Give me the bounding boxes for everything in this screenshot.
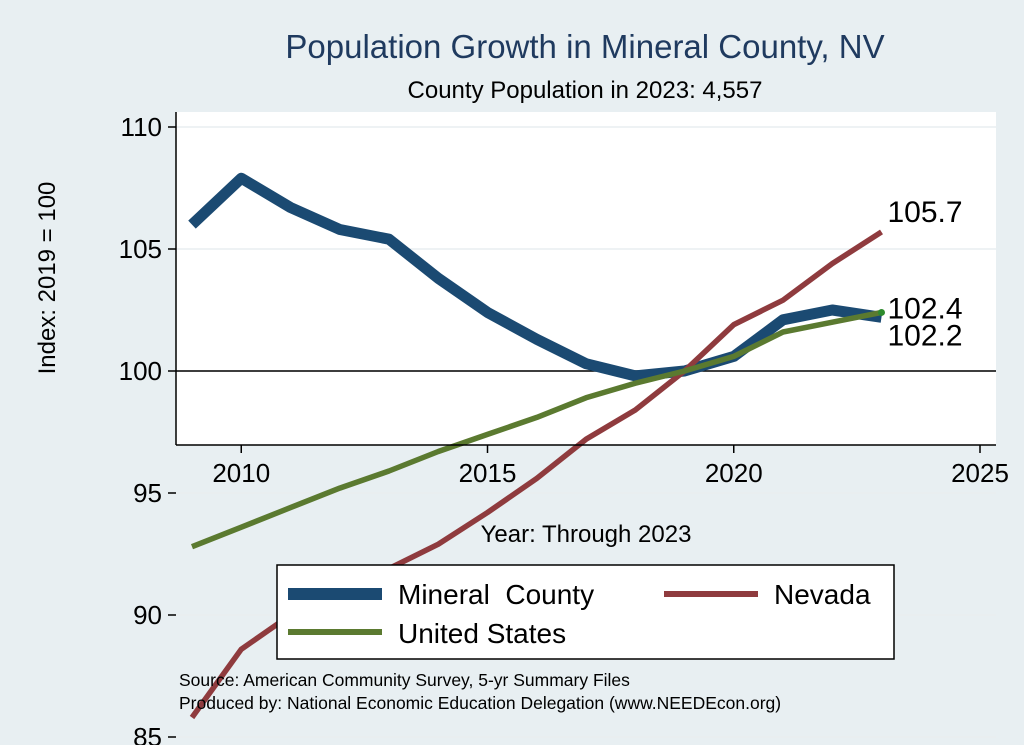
x-axis-title: Year: Through 2023 xyxy=(481,521,692,548)
chart-subtitle: County Population in 2023: 4,557 xyxy=(408,77,763,104)
end-label-united-states: 102.4 xyxy=(888,292,963,325)
x-tick-label-2010: 2010 xyxy=(212,458,270,488)
legend-label-mineral-county: Mineral County xyxy=(398,579,594,610)
y-tick-label-100: 100 xyxy=(119,356,162,386)
series-line-united-states xyxy=(190,309,883,550)
y-tick-label-110: 110 xyxy=(121,112,162,142)
producer-note: Produced by: National Economic Education… xyxy=(179,693,781,713)
y-axis-title: Index: 2019 = 100 xyxy=(34,182,61,375)
chart-title: Population Growth in Mineral County, NV xyxy=(285,28,884,65)
end-label-nevada: 105.7 xyxy=(888,196,963,229)
legend-label-united-states: United States xyxy=(398,618,566,649)
end-labels: 102.2 105.7 102.4 xyxy=(888,196,963,352)
source-note: Source: American Community Survey, 5-yr … xyxy=(179,670,630,690)
legend-box xyxy=(276,564,895,660)
x-tick-label-2015: 2015 xyxy=(459,458,517,488)
x-tick-label-2020: 2020 xyxy=(705,458,763,488)
y-tick-label-85: 85 xyxy=(133,722,162,745)
end-label-mineral-county: 102.2 xyxy=(888,319,963,352)
legend-label-nevada: Nevada xyxy=(774,579,871,610)
end-point-united-states xyxy=(878,308,885,316)
plot-area xyxy=(176,112,996,445)
y-tick-label-95: 95 xyxy=(133,478,162,508)
y-tick-label-90: 90 xyxy=(133,600,162,630)
x-tick-label-2025: 2025 xyxy=(951,458,1009,488)
y-axis: 85 90 95 100 105 110 xyxy=(119,112,177,745)
series-line-mineral-county xyxy=(188,172,883,382)
y-tick-label-105: 105 xyxy=(119,234,162,264)
legend: Mineral County Nevada United States xyxy=(276,564,895,660)
x-axis: 2010 2015 2020 2025 xyxy=(176,444,1009,488)
